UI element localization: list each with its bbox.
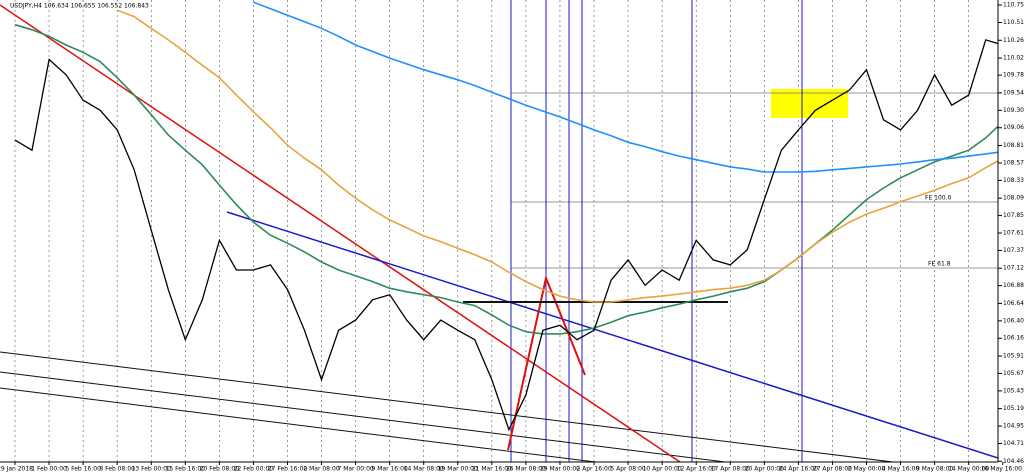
annotation: FE 61.8 [928,261,951,268]
x-tick-label: 9 May 08:00 [916,466,954,473]
annotation: FE 100.0 [925,195,952,202]
y-tick-label: 105.675 [1003,370,1024,377]
channel-line [0,351,897,462]
x-tick-label: 24 Apr 16:00 [779,466,818,473]
chart-title: USDJPY,H4 106.634 106.655 106.552 106.84… [10,3,149,10]
y-tick-label: 104.465 [1003,458,1024,465]
y-tick-label: 106.400 [1003,317,1024,324]
x-tick-label: 20 Apr 00:00 [745,466,784,473]
x-tick-label: 29 Mar 00:00 [540,466,580,473]
y-tick-label: 108.815 [1003,142,1024,149]
y-tick-label: 110.020 [1003,55,1024,62]
y-tick-label: 108.575 [1003,159,1024,166]
x-tick-label: 10 Apr 00:00 [643,466,682,473]
x-tick-label: 2 Mar 08:00 [303,466,339,473]
x-tick-label: 27 Feb 16:00 [268,466,308,473]
trend-line [226,211,998,459]
y-tick-label: 107.370 [1003,247,1024,254]
trend-line [0,4,681,462]
x-tick-label: 15 Feb 16:00 [166,466,206,473]
y-tick-label: 105.435 [1003,387,1024,394]
x-tick-label: 17 Apr 08:00 [711,466,750,473]
x-tick-label: 14 May 00:00 [948,466,989,473]
x-tick-label: 9 Mar 16:00 [372,466,408,473]
y-tick-label: 107.610 [1003,229,1024,236]
x-tick-label: 1 Feb 00:00 [31,466,67,473]
price-line [14,23,998,335]
y-tick-label: 109.300 [1003,107,1024,114]
x-tick-label: 8 Feb 08:00 [99,466,135,473]
price-line [14,39,998,432]
y-tick-label: 110.750 [1003,2,1024,9]
x-tick-label: 2 May 00:00 [848,466,886,473]
x-tick-label: 27 Apr 08:00 [813,466,852,473]
y-tick-label: 109.540 [1003,89,1024,96]
y-tick-label: 107.850 [1003,212,1024,219]
y-tick-label: 106.885 [1003,282,1024,289]
x-tick-label: 22 Feb 00:00 [234,466,274,473]
x-tick-label: 29 Jan 2018 [0,466,33,473]
x-tick-label: 14 Mar 08:00 [404,466,444,473]
price-line [253,1,998,173]
wave-pattern [507,274,586,451]
x-tick-label: 7 Mar 00:00 [337,466,373,473]
y-tick-label: 108.335 [1003,177,1024,184]
x-tick-label: 26 Mar 08:00 [506,466,546,473]
x-tick-label: 5 Apr 08:00 [610,466,645,473]
x-tick-label: 16 May 16:00 [981,466,1022,473]
y-tick-label: 107.125 [1003,265,1024,272]
grid-layer [14,0,969,462]
x-tick-label: 13 Feb 00:00 [132,466,172,473]
x-tick-label: 19 Mar 00:00 [438,466,478,473]
y-tick-label: 109.060 [1003,124,1024,131]
channel-line [0,387,600,462]
x-tick-label: 20 Feb 08:00 [200,466,240,473]
x-tick-label: 2 Apr 16:00 [576,466,611,473]
x-tick-label: 12 Apr 16:00 [677,466,716,473]
y-tick-label: 105.915 [1003,353,1024,360]
y-tick-label: 106.640 [1003,300,1024,307]
y-tick-label: 106.160 [1003,335,1024,342]
y-tick-label: 109.785 [1003,72,1024,79]
y-tick-label: 110.265 [1003,37,1024,44]
y-tick-label: 108.090 [1003,195,1024,202]
x-tick-label: 21 Mar 16:00 [472,466,512,473]
x-tick-label: 4 May 16:00 [882,466,920,473]
price-line [116,9,998,303]
y-tick-label: 105.190 [1003,405,1024,412]
x-tick-label: 5 Feb 16:00 [65,466,101,473]
y-tick-label: 104.710 [1003,440,1024,447]
series-layer [14,1,998,432]
y-tick-label: 104.950 [1003,423,1024,430]
channel-line [0,371,730,462]
highlight-box [771,89,848,118]
y-tick-label: 110.510 [1003,19,1024,26]
